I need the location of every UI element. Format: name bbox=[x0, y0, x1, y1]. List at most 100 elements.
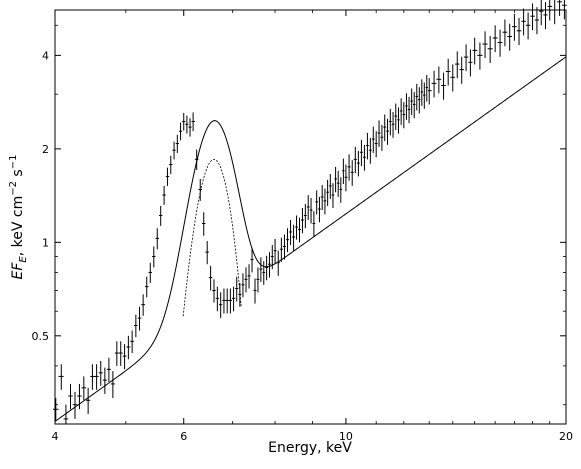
data-point bbox=[423, 82, 426, 109]
data-point bbox=[445, 58, 451, 86]
data-point bbox=[282, 234, 286, 260]
data-point bbox=[328, 173, 332, 199]
y-label-main: EF bbox=[10, 262, 26, 280]
data-point bbox=[487, 35, 493, 64]
data-point bbox=[415, 83, 419, 111]
data-point bbox=[106, 357, 111, 382]
data-point bbox=[253, 278, 257, 304]
data-point bbox=[407, 96, 411, 124]
data-point bbox=[110, 371, 115, 399]
x-axis-label: Energy, keV bbox=[268, 440, 352, 456]
data-point bbox=[208, 265, 213, 291]
data-point bbox=[342, 158, 345, 185]
data-point bbox=[162, 185, 166, 205]
data-point bbox=[365, 132, 369, 160]
data-point bbox=[114, 341, 119, 366]
data-point bbox=[228, 288, 232, 314]
data-point bbox=[285, 228, 290, 253]
data-point bbox=[219, 292, 223, 319]
data-point bbox=[539, 0, 544, 26]
data-point bbox=[169, 155, 173, 174]
data-point bbox=[300, 207, 304, 234]
data-point bbox=[336, 170, 340, 197]
data-point bbox=[201, 212, 206, 236]
data-point bbox=[98, 360, 103, 386]
data-point bbox=[250, 247, 254, 273]
data-point bbox=[175, 134, 179, 153]
data-point bbox=[141, 294, 145, 316]
data-point bbox=[118, 341, 123, 366]
data-point bbox=[273, 239, 277, 264]
data-point bbox=[188, 118, 192, 137]
y-tick-label: 2 bbox=[42, 143, 49, 156]
data-point bbox=[492, 25, 498, 53]
data-point bbox=[165, 167, 170, 186]
data-point bbox=[521, 8, 526, 36]
data-point bbox=[295, 215, 299, 240]
data-point bbox=[235, 276, 239, 302]
data-point bbox=[507, 23, 513, 51]
y-label-exp2: −1 bbox=[8, 155, 19, 170]
data-point bbox=[441, 72, 446, 100]
data-point bbox=[450, 64, 456, 92]
data-point bbox=[185, 115, 189, 134]
data-point bbox=[455, 51, 460, 79]
data-point bbox=[436, 66, 442, 94]
data-point bbox=[344, 164, 348, 192]
data-point bbox=[58, 364, 64, 390]
data-point bbox=[215, 286, 220, 312]
data-point bbox=[534, 7, 540, 35]
data-point bbox=[468, 49, 473, 77]
data-point bbox=[368, 137, 372, 164]
data-point bbox=[85, 387, 91, 415]
y-label-sub: E bbox=[18, 256, 29, 263]
data-point bbox=[77, 383, 82, 410]
data-point bbox=[512, 13, 517, 41]
data-point bbox=[334, 166, 337, 193]
data-point bbox=[374, 131, 378, 158]
data-point bbox=[323, 188, 327, 215]
data-point bbox=[212, 279, 216, 303]
x-tick-label: 10 bbox=[339, 430, 353, 443]
data-point bbox=[268, 252, 271, 278]
data-point bbox=[265, 255, 269, 281]
data-point bbox=[315, 190, 319, 215]
data-point bbox=[133, 314, 138, 338]
data-point bbox=[516, 17, 522, 45]
data-point bbox=[459, 56, 464, 84]
data-point bbox=[276, 250, 280, 276]
data-point bbox=[247, 264, 251, 289]
data-point bbox=[289, 220, 293, 246]
data-point bbox=[68, 383, 73, 410]
data-point bbox=[359, 139, 363, 167]
x-tick-label: 6 bbox=[180, 430, 187, 443]
data-point bbox=[386, 118, 389, 145]
data-point bbox=[259, 257, 263, 283]
data-point bbox=[126, 335, 131, 360]
data-point bbox=[326, 179, 329, 206]
data-point bbox=[530, 3, 535, 31]
data-point bbox=[309, 197, 313, 224]
data-point bbox=[497, 29, 503, 57]
y-tick-label: 0.5 bbox=[32, 330, 50, 343]
data-point bbox=[155, 228, 159, 250]
data-point bbox=[182, 112, 186, 131]
data-point bbox=[425, 74, 428, 102]
plot-frame bbox=[54, 9, 567, 425]
data-point bbox=[410, 88, 413, 116]
data-point bbox=[339, 177, 343, 203]
y-label-exp1: −2 bbox=[8, 181, 19, 196]
data-point bbox=[102, 367, 107, 394]
data-point bbox=[543, 2, 548, 30]
y-label-s: s bbox=[10, 169, 26, 181]
data-point bbox=[320, 184, 324, 211]
x-tick-label: 20 bbox=[559, 430, 573, 443]
data-point bbox=[198, 178, 202, 201]
data-point bbox=[380, 124, 384, 151]
data-point bbox=[412, 91, 416, 119]
data-point bbox=[256, 267, 260, 293]
data-point bbox=[205, 240, 209, 265]
data-point bbox=[318, 196, 321, 223]
data-point bbox=[418, 87, 421, 114]
